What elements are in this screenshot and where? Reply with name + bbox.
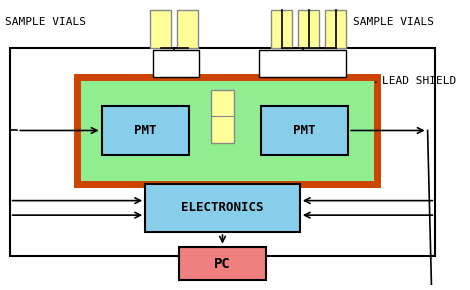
Bar	[261, 106, 348, 155]
Text: LEAD SHIELD: LEAD SHIELD	[375, 76, 456, 86]
Bar	[211, 90, 234, 143]
Text: PMT: PMT	[293, 124, 316, 137]
Text: SAMPLE VIALS: SAMPLE VIALS	[353, 17, 434, 27]
Bar	[150, 10, 171, 48]
Bar	[271, 10, 292, 48]
Bar	[179, 246, 266, 280]
Bar	[259, 50, 346, 77]
Bar	[153, 50, 199, 77]
Text: SAMPLE VIALS: SAMPLE VIALS	[5, 17, 86, 27]
Bar	[298, 10, 319, 48]
Bar	[102, 106, 188, 155]
Text: PMT: PMT	[134, 124, 157, 137]
Text: PC: PC	[214, 257, 231, 271]
Bar	[325, 10, 346, 48]
Bar	[10, 48, 435, 256]
Text: ELECTRONICS: ELECTRONICS	[181, 201, 264, 214]
Bar	[145, 184, 300, 232]
Bar	[177, 10, 198, 48]
Bar	[78, 77, 377, 184]
